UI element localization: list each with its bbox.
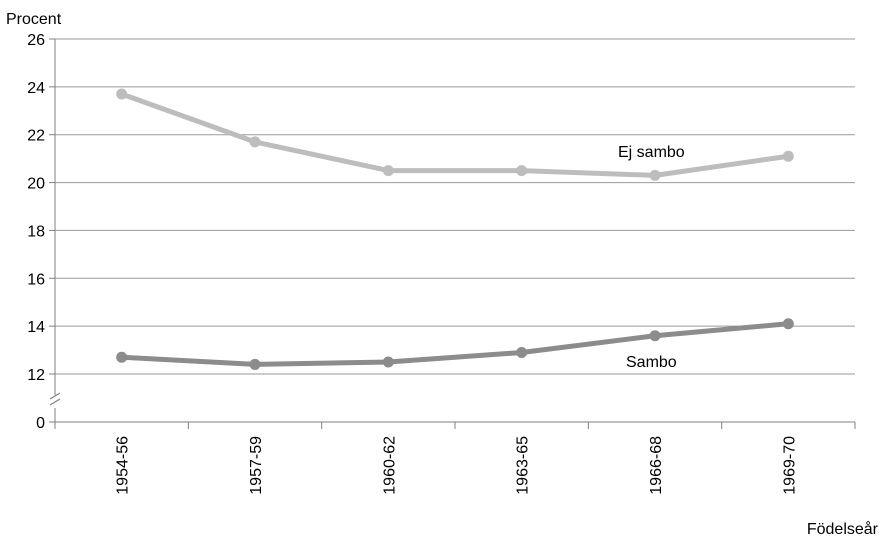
data-point [382, 356, 394, 368]
axes [49, 38, 856, 429]
x-tick-label: 1966-68 [648, 436, 665, 495]
data-point [649, 330, 661, 342]
series-group: Ej sambo Sambo [116, 88, 794, 371]
data-point [382, 165, 394, 177]
series-label: Ej sambo [618, 144, 685, 161]
y-tick-label: 14 [27, 319, 45, 336]
y-tick-label: 18 [27, 223, 45, 240]
y-tick-labels: 0 12 14 16 18 20 22 24 26 [27, 32, 45, 432]
y-axis-title: Procent [6, 11, 62, 28]
x-tick-labels: 1954-56 1957-59 1960-62 1963-65 1966-68 1969-… [115, 436, 799, 495]
data-point [249, 136, 261, 148]
x-tick-label: 1960-62 [381, 436, 398, 495]
y-tick-label: 12 [27, 367, 45, 384]
data-point [782, 150, 794, 162]
x-tick-label: 1954-56 [115, 436, 132, 495]
data-point [116, 351, 128, 363]
series-ej-sambo: Ej sambo [116, 88, 794, 181]
data-point [649, 169, 661, 181]
axis-break-mark [49, 392, 61, 400]
x-tick-label: 1963-65 [515, 436, 532, 495]
series-line [119, 321, 791, 367]
y-tick-label: 0 [36, 415, 45, 432]
x-tick-label: 1957-59 [248, 436, 265, 495]
y-tick-label: 26 [27, 32, 45, 49]
gridlines [55, 38, 855, 375]
data-point [249, 358, 261, 370]
data-point [116, 88, 128, 100]
series-sambo: Sambo [116, 318, 794, 371]
axis-break-mark [49, 398, 61, 406]
series-line [119, 91, 791, 178]
y-tick-label: 22 [27, 128, 45, 145]
y-tick-label: 16 [27, 271, 45, 288]
data-point [516, 165, 528, 177]
data-point [782, 318, 794, 330]
x-tick-label: 1969-70 [781, 436, 798, 495]
y-tick-label: 24 [27, 80, 45, 97]
series-label: Sambo [626, 354, 677, 371]
y-tick-label: 20 [27, 176, 45, 193]
data-point [516, 346, 528, 358]
x-axis-title: Födelseår [807, 520, 879, 538]
